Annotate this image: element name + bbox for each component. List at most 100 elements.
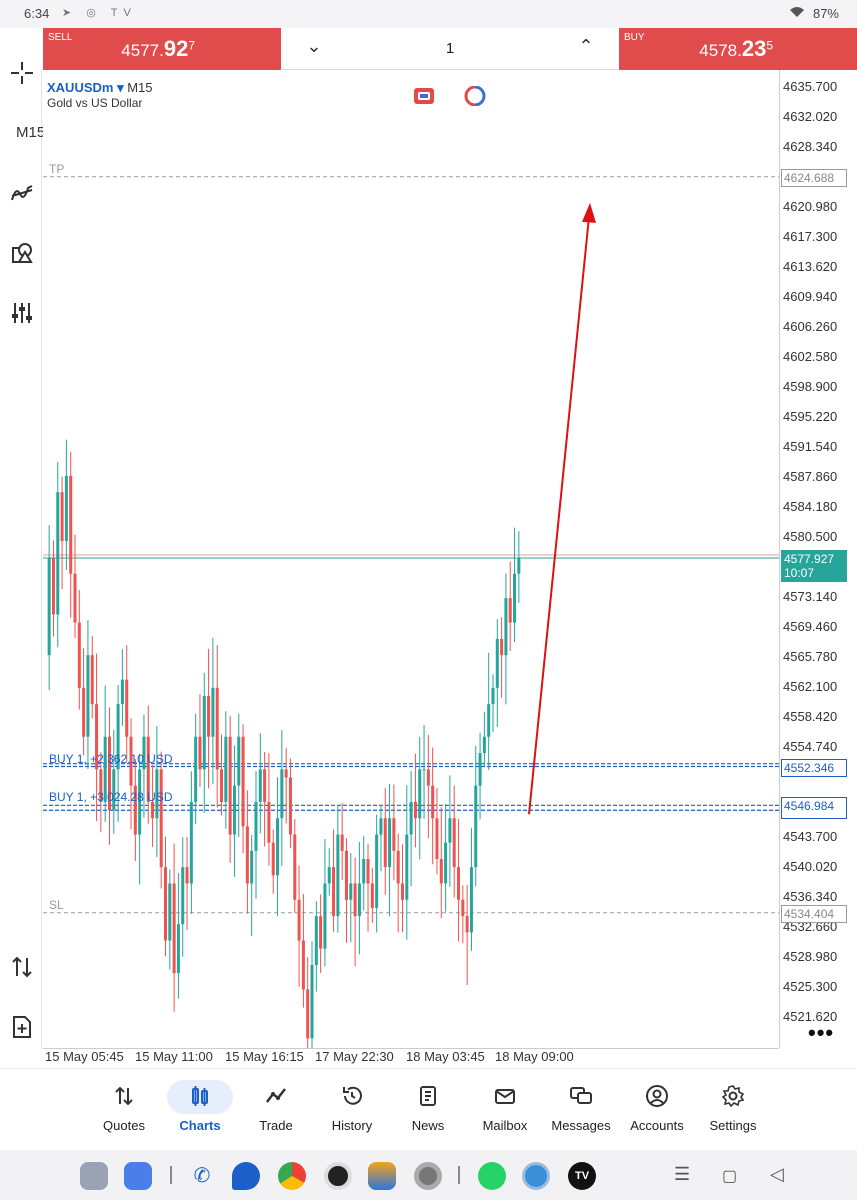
candle-body xyxy=(280,769,284,819)
price-tick-label: 4540.020 xyxy=(783,859,838,874)
status-right: 87% xyxy=(789,6,839,21)
nav-label: Trade xyxy=(259,1118,293,1133)
price-tick-label: 4558.420 xyxy=(783,709,838,724)
timeframe-button[interactable]: M15 xyxy=(16,124,46,141)
exness-app-icon[interactable] xyxy=(522,1162,550,1190)
candle-body xyxy=(258,769,262,802)
current-price-tag: 4577.927 10:07 xyxy=(781,550,847,582)
nav-tab-news[interactable]: News xyxy=(390,1076,466,1142)
price-tick-label: 4598.900 xyxy=(783,379,838,394)
nav-tab-messages[interactable]: Messages xyxy=(543,1076,619,1142)
phone-app-icon[interactable]: ✆ xyxy=(188,1162,216,1190)
sell-price-main: 4577. xyxy=(121,41,164,60)
recent-apps-icon[interactable]: ☰ xyxy=(674,1164,691,1184)
messages-app-icon[interactable] xyxy=(232,1162,260,1190)
nav-tab-accounts[interactable]: Accounts xyxy=(619,1076,695,1142)
nav-label: Settings xyxy=(709,1118,757,1133)
time-tick-label: 15 May 16:15 xyxy=(225,1049,304,1064)
price-tick-label: 4573.140 xyxy=(783,589,838,604)
sliders-icon[interactable] xyxy=(8,300,36,328)
candle-body xyxy=(159,769,163,868)
messages-icon xyxy=(570,1087,592,1104)
candle-body xyxy=(228,736,232,835)
nav-tab-trade[interactable]: Trade xyxy=(238,1076,314,1142)
one-click-trading-icon[interactable] xyxy=(414,88,434,104)
candle-body xyxy=(332,867,336,917)
crosshair-icon[interactable] xyxy=(8,60,36,88)
nav-tab-settings[interactable]: Settings xyxy=(695,1076,771,1142)
candle-body xyxy=(189,801,193,884)
candle-body xyxy=(422,769,426,771)
whatsapp-app-icon[interactable] xyxy=(478,1162,506,1190)
time-tick-label: 15 May 05:45 xyxy=(45,1049,124,1064)
price-tick-label: 4620.980 xyxy=(783,199,838,214)
candle-body xyxy=(495,638,499,688)
history-icon xyxy=(343,1086,362,1105)
target-arrow-head xyxy=(582,202,596,223)
decrease-lot-button[interactable]: ⌄ xyxy=(306,36,322,56)
order2-price-tag: 4546.984 xyxy=(781,797,847,819)
candle-body xyxy=(461,899,465,917)
new-order-icon[interactable] xyxy=(8,1014,36,1042)
candle-body xyxy=(375,834,379,908)
more-options-icon[interactable]: ••• xyxy=(808,1020,835,1045)
candle-body xyxy=(409,801,413,835)
home-icon[interactable]: ▢ xyxy=(722,1168,738,1185)
camera-app-icon[interactable] xyxy=(324,1162,352,1190)
indicators-icon[interactable] xyxy=(8,180,36,208)
candle-body xyxy=(267,801,271,843)
nav-tab-charts[interactable]: Charts xyxy=(162,1076,238,1142)
candle-body xyxy=(284,769,288,778)
symbol-title[interactable]: XAUUSDm ▾ M15 xyxy=(47,80,153,95)
price-tick-label: 4617.300 xyxy=(783,229,838,244)
nav-tab-mailbox[interactable]: Mailbox xyxy=(467,1076,543,1142)
candle-body xyxy=(310,964,314,1039)
nav-tab-quotes[interactable]: Quotes xyxy=(86,1076,162,1142)
nav-tab-history[interactable]: History xyxy=(314,1076,390,1142)
price-tick-label: 4580.500 xyxy=(783,529,838,544)
price-chart[interactable] xyxy=(43,70,779,1071)
candle-body xyxy=(478,753,482,786)
price-tick-label: 4587.860 xyxy=(783,469,838,484)
candle-body xyxy=(301,940,305,990)
lot-value[interactable]: 1 xyxy=(445,40,455,57)
sl-label: SL xyxy=(49,898,64,912)
candle-body xyxy=(99,769,103,802)
back-icon[interactable]: ◁ xyxy=(770,1164,784,1184)
sell-price: 4577.927 xyxy=(121,36,195,62)
candle-body xyxy=(508,598,512,623)
candle-body xyxy=(349,883,353,900)
nav-label: News xyxy=(411,1118,445,1133)
candle-body xyxy=(220,769,224,802)
chrome-app-icon[interactable] xyxy=(278,1162,306,1190)
order2-label[interactable]: BUY 1, +3 024.28 USD xyxy=(49,790,173,804)
trade-levels-icon[interactable] xyxy=(464,86,486,106)
sell-button[interactable]: SELL 4577.927 xyxy=(43,28,281,70)
price-tick-label: 4591.540 xyxy=(783,439,838,454)
sell-label: SELL xyxy=(48,32,73,43)
candle-body xyxy=(181,867,185,925)
candle-body xyxy=(439,859,443,884)
app-drawer-icon[interactable] xyxy=(80,1162,108,1190)
wallet-app-icon[interactable] xyxy=(124,1162,152,1190)
candle-body xyxy=(405,834,409,900)
buy-button[interactable]: BUY 4578.235 xyxy=(619,28,857,70)
left-toolbar xyxy=(0,70,42,1050)
objects-icon[interactable] xyxy=(8,240,36,268)
tp-price-tag: 4624.688 xyxy=(781,169,847,187)
candle-body xyxy=(138,769,142,835)
weather-app-icon[interactable] xyxy=(368,1162,396,1190)
settings-app-icon[interactable] xyxy=(414,1162,442,1190)
candle-body xyxy=(276,818,280,876)
candle-body xyxy=(107,736,111,811)
tradingview-app-icon[interactable]: TV xyxy=(568,1162,596,1190)
dock-separator xyxy=(170,1166,172,1184)
chart-area[interactable] xyxy=(43,70,779,1071)
increase-lot-button[interactable]: ⌃ xyxy=(578,36,594,56)
candle-body xyxy=(224,736,228,802)
order1-label[interactable]: BUY 1, +2 362.10 USD xyxy=(49,752,173,766)
up-down-arrows-icon[interactable] xyxy=(8,954,36,982)
time-axis[interactable] xyxy=(43,1048,779,1068)
nav-label: History xyxy=(331,1118,373,1133)
symbol-timeframe: M15 xyxy=(127,80,153,95)
